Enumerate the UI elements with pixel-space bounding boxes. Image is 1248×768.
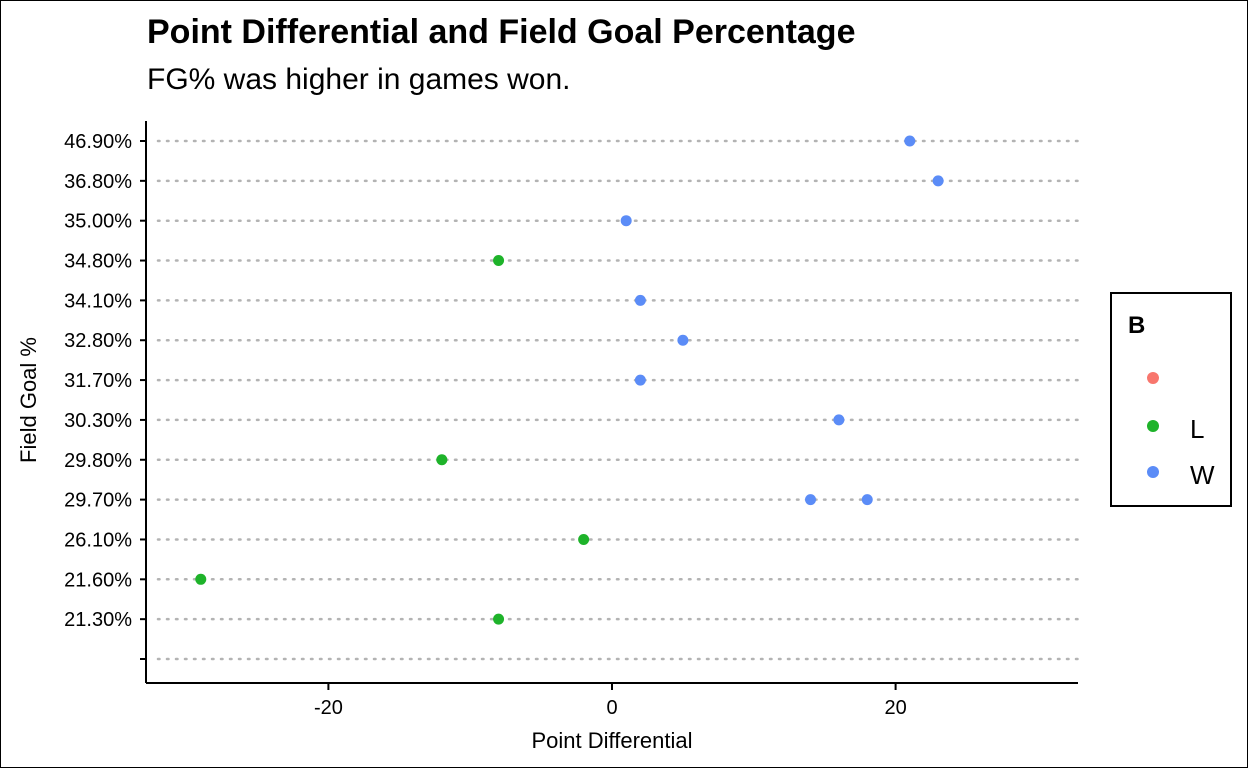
y-tick-label: 35.00% <box>64 211 132 233</box>
data-point-w <box>932 175 944 187</box>
legend-title: B <box>1128 312 1146 339</box>
x-axis-title: Point Differential <box>531 728 692 753</box>
data-point-w <box>677 334 689 346</box>
y-tick-label: 46.90% <box>64 131 132 153</box>
x-tick-label: -20 <box>314 697 343 719</box>
y-tick-label: 21.60% <box>64 569 132 591</box>
data-point-w <box>805 494 817 506</box>
legend-item-blank <box>1112 358 1230 398</box>
data-point-l <box>436 454 448 466</box>
gridlines <box>156 139 1080 661</box>
y-tick-label: 32.80% <box>64 330 132 352</box>
data-point-l <box>493 613 505 625</box>
chart-subtitle: FG% was higher in games won. <box>147 63 571 96</box>
legend: B L W <box>1110 292 1232 507</box>
legend-item-l: L <box>1112 406 1230 446</box>
data-point-w <box>861 494 873 506</box>
chart-title: Point Differential and Field Goal Percen… <box>147 13 856 51</box>
legend-item-w: W <box>1112 452 1230 492</box>
y-tick-label: 29.80% <box>64 450 132 472</box>
data-point-w <box>634 294 646 306</box>
x-tick-label: 0 <box>606 697 617 719</box>
legend-label-w: W <box>1190 460 1215 490</box>
y-tick-label: 34.10% <box>64 290 132 312</box>
y-tick-label: 31.70% <box>64 370 132 392</box>
y-tick-label: 26.10% <box>64 529 132 551</box>
data-point-l <box>578 533 590 545</box>
data-point-l <box>493 255 505 267</box>
y-ticks: 21.30% 21.60% 26.10% 29.70% 29.80% 30.30% 31.7… <box>64 131 146 660</box>
legend-dot-w <box>1147 466 1159 478</box>
y-tick-label: 21.30% <box>64 609 132 631</box>
x-tick-label: 20 <box>884 697 906 719</box>
data-point-w <box>634 374 646 386</box>
y-tick-label: 30.30% <box>64 410 132 432</box>
legend-dot-blank <box>1147 372 1159 384</box>
y-tick-label: 34.80% <box>64 251 132 273</box>
data-point-w <box>833 414 845 426</box>
data-points <box>195 135 944 625</box>
data-point-l <box>195 573 207 585</box>
y-tick-label: 36.80% <box>64 171 132 193</box>
y-axis-title: Field Goal % <box>16 337 41 463</box>
data-point-w <box>904 135 916 147</box>
plot-area: 21.30% 21.60% 26.10% 29.70% 29.80% 30.30% 31.7… <box>16 121 1080 753</box>
legend-label-l: L <box>1190 414 1205 444</box>
x-ticks: -20 0 20 <box>314 683 907 719</box>
legend-dot-l <box>1147 420 1159 432</box>
y-tick-label: 29.70% <box>64 490 132 512</box>
data-point-w <box>620 215 632 227</box>
